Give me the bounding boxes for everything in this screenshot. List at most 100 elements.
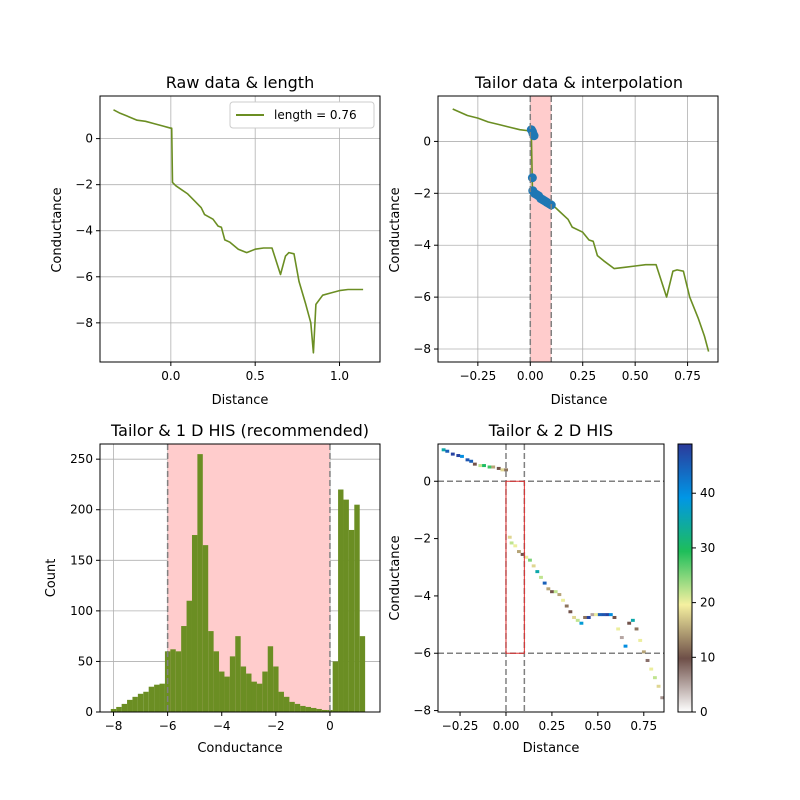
heatmap-cell xyxy=(586,615,591,619)
colorbar-tick-label: 40 xyxy=(700,486,715,500)
overlay-layer xyxy=(438,444,664,712)
histogram-bar xyxy=(294,703,301,712)
histogram-bar xyxy=(175,651,182,712)
histogram-bar xyxy=(321,709,328,712)
heatmap-cell xyxy=(649,667,654,671)
heatmap-cell xyxy=(612,615,617,619)
data-layer xyxy=(441,448,665,700)
x-tick-label: 1.0 xyxy=(330,369,349,383)
x-axis-label: Distance xyxy=(212,393,269,408)
heatmap-cell xyxy=(564,604,569,608)
heatmap-cell xyxy=(561,598,565,602)
x-tick-label: −8 xyxy=(105,719,123,733)
colorbar-tick-label: 10 xyxy=(700,650,715,664)
y-tick-label: −6 xyxy=(413,290,431,304)
histogram-bar xyxy=(121,703,128,712)
y-tick-label: 0 xyxy=(85,705,93,719)
heatmap-cell xyxy=(539,575,543,579)
panel-tailor-interpolation: Tailor data & interpolation Distance Con… xyxy=(388,73,719,408)
legend: length = 0.76 xyxy=(229,101,375,129)
heatmap-cell xyxy=(656,684,661,688)
histogram-bar xyxy=(197,454,203,712)
y-tick-label: 250 xyxy=(70,452,93,466)
tick-layer: −0.25 0.00 0.25 0.50 0.75 0 −2 −4 −6 −8 xyxy=(413,134,701,383)
histogram-bar xyxy=(305,706,312,712)
panel-title: Tailor & 2 D HIS xyxy=(488,421,613,440)
histogram-bar xyxy=(159,683,165,712)
heatmap-cell xyxy=(513,544,518,548)
histogram-bar xyxy=(148,686,155,712)
y-axis-label: Count xyxy=(44,559,59,598)
x-tick-label: −2 xyxy=(267,719,285,733)
heatmap-cell xyxy=(597,613,602,617)
heatmap-cell xyxy=(645,658,650,662)
histogram-bar xyxy=(137,693,144,712)
y-tick-label: 100 xyxy=(70,604,93,618)
colorbar-tick-label: 0 xyxy=(700,705,708,719)
heatmap-cell xyxy=(557,593,562,597)
panel-title: Tailor & 1 D HIS (recommended) xyxy=(110,421,369,440)
y-tick-label: 200 xyxy=(70,503,93,517)
axes-frame xyxy=(437,95,719,363)
heatmap-cell xyxy=(623,644,628,648)
x-tick-label: 0.0 xyxy=(161,369,180,383)
histogram-bar xyxy=(311,707,317,712)
histogram-bar xyxy=(348,529,355,712)
histogram-bar xyxy=(240,666,247,712)
histogram-bar xyxy=(229,656,236,712)
heatmap-cell xyxy=(465,458,470,462)
histogram-bar xyxy=(338,489,344,712)
histogram-bar xyxy=(262,671,268,712)
heatmap-cell xyxy=(546,587,551,591)
legend-box xyxy=(229,101,375,129)
data-layer xyxy=(113,109,364,354)
heatmap-cell xyxy=(572,615,576,619)
heatmap-cell xyxy=(550,590,554,594)
y-axis-label: Conductance xyxy=(388,535,403,620)
histogram-bar xyxy=(316,708,322,712)
heatmap-cell xyxy=(441,448,446,452)
heatmap-cell xyxy=(616,627,621,631)
histogram-bar xyxy=(208,631,214,712)
heatmap-cell xyxy=(472,462,477,466)
x-tick-label: 0.00 xyxy=(493,719,520,733)
grid-lines xyxy=(100,96,380,362)
histogram-bar xyxy=(343,499,349,712)
histogram-bar xyxy=(278,691,284,712)
data-layer xyxy=(110,454,366,712)
heatmap-cell xyxy=(500,468,505,472)
y-tick-label: 0 xyxy=(423,474,431,488)
histogram-bar xyxy=(289,701,295,712)
heatmap-cell xyxy=(652,676,657,680)
y-tick-label: 0 xyxy=(423,134,431,148)
heatmap-cell xyxy=(524,555,529,559)
histogram-bar xyxy=(283,696,290,712)
heatmap-cell xyxy=(638,638,643,642)
y-tick-label: −2 xyxy=(413,186,431,200)
colorbar xyxy=(677,443,693,713)
histogram-bar xyxy=(246,673,252,712)
axes-frame xyxy=(99,95,381,363)
legend-label: length = 0.76 xyxy=(274,108,357,122)
heatmap-cell xyxy=(579,621,584,625)
x-tick-label: −4 xyxy=(213,719,231,733)
heatmap-cell xyxy=(504,468,509,472)
data-point xyxy=(527,173,537,183)
y-tick-label: −6 xyxy=(75,270,93,284)
y-tick-label: −8 xyxy=(413,342,431,356)
tick-layer: −0.25 0.00 0.25 0.50 0.75 0 −2 −4 −6 −8 xyxy=(413,474,657,733)
heatmap-cell xyxy=(482,464,486,468)
x-tick-label: 0.50 xyxy=(622,369,649,383)
histogram-bar xyxy=(359,636,366,712)
highlight-band xyxy=(530,96,552,362)
data-layer xyxy=(452,108,710,352)
heatmap-cell xyxy=(568,610,573,614)
histogram-bar xyxy=(219,671,225,712)
histogram-bar xyxy=(267,646,274,712)
heatmap-cell xyxy=(517,550,521,554)
overlay-layer xyxy=(529,96,553,362)
y-axis-label: Conductance xyxy=(388,187,403,272)
colorbar-tick-label: 30 xyxy=(700,541,715,555)
heatmap-cell xyxy=(594,613,599,617)
